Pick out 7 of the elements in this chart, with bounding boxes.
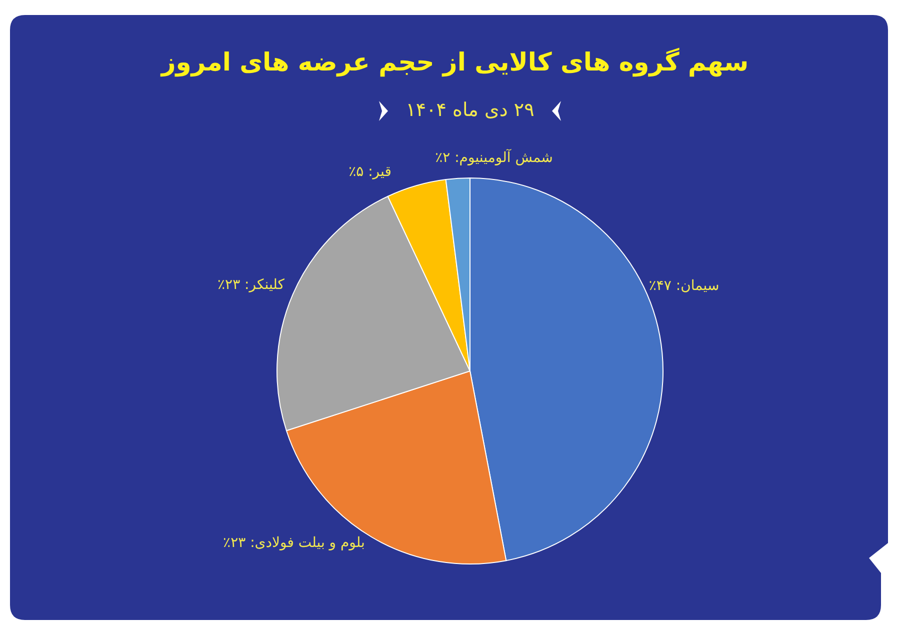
chart-subtitle: ۲۹ دی ماه ۱۴۰۴ [406, 99, 534, 121]
slice-label: شمش آلومینیوم: ۲٪ [435, 148, 553, 166]
slice-label: قیر: ۵٪ [348, 164, 392, 180]
slice-label: سیمان: ۴۷٪ [648, 278, 720, 294]
slice-label: کلینکر: ۲۳٪ [218, 277, 285, 293]
chart-title: سهم گروه های کالایی از حجم عرضه های امروز [159, 48, 749, 78]
slice-label: بلوم و بیلت فولادی: ۲۳٪ [223, 535, 365, 551]
